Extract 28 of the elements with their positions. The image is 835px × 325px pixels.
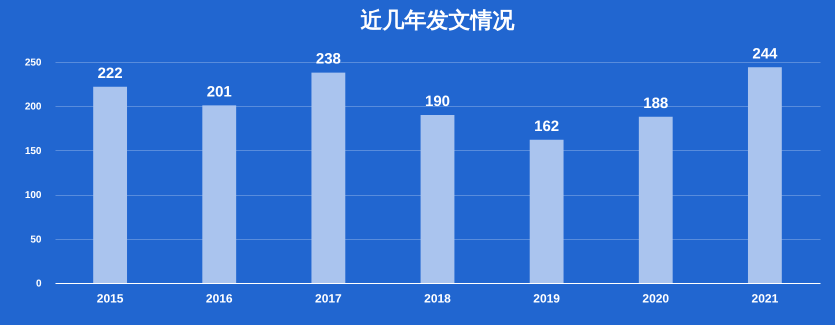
bar	[638, 116, 673, 283]
bar	[530, 140, 564, 283]
y-tick-label: 100	[24, 190, 42, 202]
y-tick-label: 150	[24, 146, 42, 157]
chart-title: 近几年发文情况	[360, 7, 516, 32]
data-label: 238	[316, 50, 341, 68]
y-tick-label: 250	[24, 58, 42, 68]
x-tick-label: 2019	[533, 292, 560, 306]
data-label: 162	[534, 118, 560, 135]
bar	[420, 115, 454, 283]
bar	[311, 72, 346, 283]
data-label: 201	[206, 83, 232, 100]
data-label: 244	[752, 45, 778, 62]
x-tick-label: 2018	[424, 292, 452, 306]
x-tick-label: 2021	[752, 292, 779, 306]
x-tick-label: 2020	[642, 292, 670, 306]
bar	[748, 67, 782, 283]
data-label: 188	[643, 94, 668, 112]
data-label: 222	[98, 64, 123, 82]
x-tick-label: 2017	[315, 292, 342, 306]
bar	[93, 86, 128, 283]
y-tick-label: 0	[36, 278, 42, 290]
x-tick-label: 2016	[206, 292, 233, 306]
y-tick-label: 200	[24, 102, 42, 113]
y-tick-label: 50	[30, 234, 42, 246]
x-tick-label: 2015	[96, 292, 124, 306]
bar	[202, 105, 236, 283]
data-label: 190	[424, 93, 450, 110]
